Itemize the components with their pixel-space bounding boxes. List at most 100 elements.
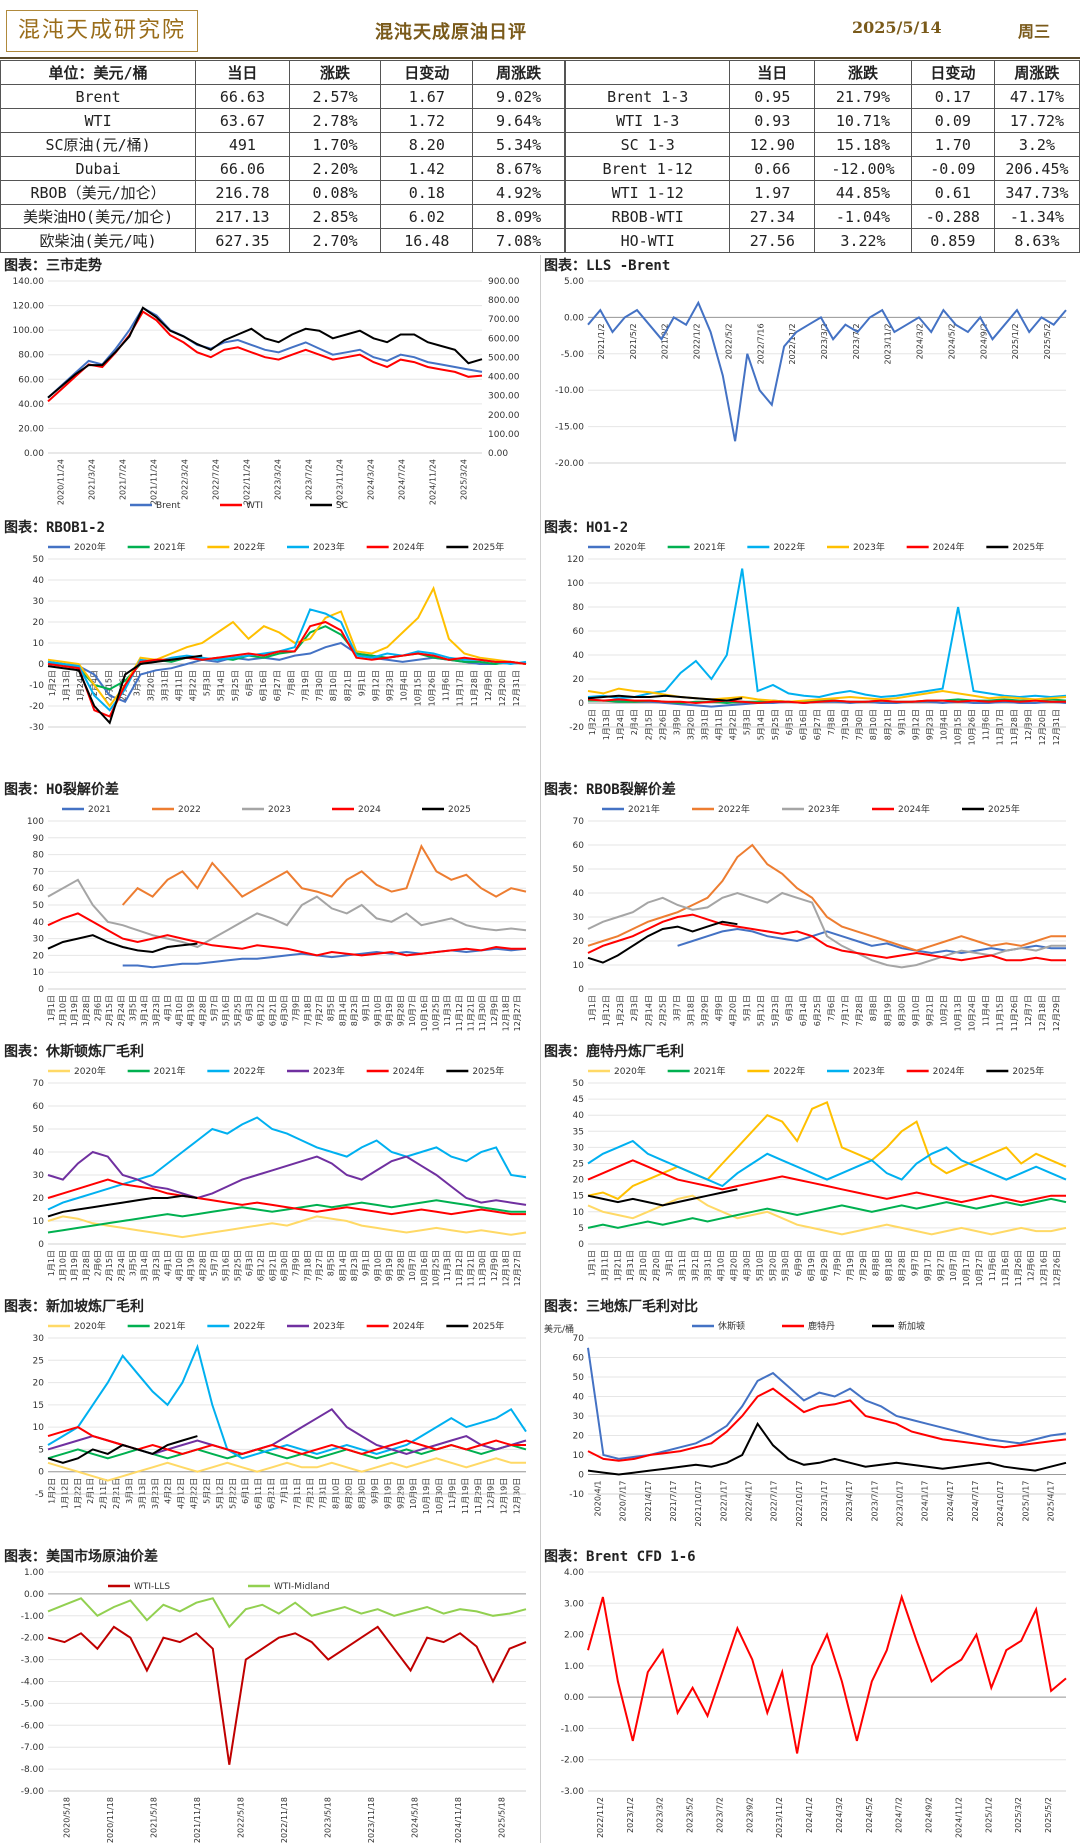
legend-label: 2021年 [154, 1065, 186, 1077]
chart-title: 图表：RBOB1-2 [4, 520, 106, 536]
y-tick-label: 4.00 [564, 1568, 584, 1578]
y-tick-label: -5.00 [561, 350, 585, 360]
chart-title: 图表：新加坡炼厂毛利 [4, 1299, 144, 1315]
table-cell: 1.70% [288, 132, 382, 157]
x-tick-label: 11月12日 [455, 995, 464, 1031]
x-tick-label: 9月10日 [373, 1250, 382, 1281]
x-tick-label: 2025/3/2 [1014, 1797, 1023, 1833]
x-tick-label: 2025/1/2 [984, 1797, 993, 1833]
x-tick-label: 2020/5/18 [63, 1797, 72, 1838]
y-tick-label: 30 [33, 597, 45, 607]
x-tick-label: 2024/5/2 [865, 1797, 874, 1833]
table-cell: 17.72% [993, 108, 1080, 133]
x-tick-label: 3月9日 [132, 670, 141, 696]
x-tick-label: 7月18日 [303, 995, 312, 1026]
chart-svg: 50 40 30 20 10 0 -10 -20 -30 1月2日 1月13日 1月24日 2月4日 2月… [29, 541, 527, 733]
x-tick-label: 2021/7/24 [119, 459, 128, 500]
y-tick-label: -9.00 [21, 1787, 45, 1797]
series-line-4 [587, 1159, 1066, 1204]
table-cell: -0.09 [910, 156, 995, 181]
table-cell: 0.18 [380, 180, 474, 205]
x-tick-label: 2024/11/2 [954, 1797, 963, 1838]
x-tick-label: 11月3日 [443, 995, 452, 1026]
y-tick-label: 70 [573, 1334, 585, 1344]
x-tick-label: 12月16日 [1040, 1250, 1049, 1286]
company-logo: 混沌天成研究院 [6, 10, 198, 52]
x-tick-label: 2023/5/18 [323, 1797, 332, 1838]
table-row: WTI 1-12 1.97 44.85% 0.61 347.73% [564, 180, 1080, 205]
x-tick-label: 10月2日 [940, 995, 949, 1026]
x-tick-label: 2020/4/1 [594, 1481, 603, 1517]
table-row: Brent 1-12 0.66 -12.00% -0.09 206.45% [564, 156, 1080, 181]
table-cell: 216.78 [195, 180, 290, 205]
x-tick-label: 1月1日 [588, 995, 597, 1021]
y-tick-label: 50 [33, 901, 45, 911]
x-tick-label: 2月24日 [117, 1250, 126, 1281]
x-tick-label: 9月1日 [362, 1250, 371, 1276]
x-tick-label: 8月23日 [350, 1250, 359, 1281]
x-tick-label: 2月25日 [658, 995, 667, 1026]
series-line-2 [587, 568, 1067, 700]
x-tick-label: 9月1日 [897, 709, 906, 735]
chart-title: 图表：三市走势 [4, 258, 102, 274]
x-tick-label: 7月27日 [315, 995, 324, 1026]
x-tick-label: 11月21日 [467, 995, 476, 1031]
chart-panel-c7: 图表：休斯顿炼厂毛利 70 60 50 40 30 20 10 0 1月1日 1月10日 1月19日 1… [0, 1041, 540, 1296]
x-tick-label: 3月31日 [161, 670, 170, 701]
y-tick-label: 50 [573, 1373, 585, 1383]
table-cell: 0.93 [729, 108, 816, 133]
legend-label: 2022 [178, 805, 201, 815]
x-tick-label: 1月23日 [616, 995, 625, 1026]
x-tick-label: 4月1日 [163, 1250, 172, 1276]
y-tick-label: -5.00 [21, 1699, 45, 1709]
x-tick-label: 3月9日 [672, 709, 681, 735]
y-tick-label: 10 [573, 1208, 585, 1218]
x-tick-label: 11月17日 [456, 670, 465, 706]
x-tick-label: 2024/5/2 [947, 323, 956, 359]
table-cell: 3.22% [814, 228, 912, 253]
x-tick-label: 4月19日 [187, 1250, 196, 1281]
y-tick-label: -3.00 [561, 1787, 585, 1797]
x-tick-label: 7月21日 [306, 1478, 315, 1509]
series-line-3 [587, 913, 1066, 962]
legend-label: 2025年 [472, 1065, 504, 1077]
x-tick-label: 6月12日 [257, 1250, 266, 1281]
x-tick-label: 2月24日 [117, 995, 126, 1026]
x-tick-label: 6月5日 [245, 670, 254, 696]
x-tick-label: 1月1日 [47, 995, 56, 1021]
y-tick-label: 90 [33, 834, 45, 844]
x-tick-label: 2024/4/17 [946, 1481, 955, 1522]
series-line-0 [47, 1457, 526, 1482]
series-line-0 [47, 1625, 527, 1765]
x-tick-label: 3月23日 [152, 1250, 161, 1281]
table-cell: -0.288 [910, 204, 995, 229]
legend-label: 2025年 [988, 803, 1020, 815]
x-tick-label: 2月15日 [104, 670, 113, 701]
x-tick-label: 1月28日 [82, 1250, 91, 1281]
x-tick-label: 2021/4/17 [644, 1481, 653, 1522]
x-tick-label: 4月10日 [175, 1250, 184, 1281]
report-header: 混沌天成研究院 混沌天成原油日评 2025/5/14 周三 [0, 0, 1080, 58]
x-tick-label: 10月7日 [408, 995, 417, 1026]
table-cell: 27.56 [729, 228, 816, 253]
x-tick-label: 7月29日 [859, 1250, 868, 1281]
x-tick-label: 2021/11/24 [150, 459, 159, 505]
report-title: 混沌天成原油日评 [375, 22, 527, 43]
x-tick-label: 2022/11/2 [788, 323, 797, 364]
y-tick-label: -8.00 [21, 1765, 45, 1775]
x-tick-label: 2月3日 [630, 995, 639, 1021]
table-header-cell: 单位：美元/桶 [0, 60, 197, 85]
x-tick-label: 9月19日 [385, 1250, 394, 1281]
x-tick-label: 7月19日 [301, 670, 310, 701]
x-tick-label: 12月20日 [498, 670, 507, 706]
table-cell: 1.67 [380, 84, 474, 109]
y-tick-label: 20.00 [18, 424, 44, 434]
x-tick-label: 5月3日 [203, 670, 212, 696]
series-line-2 [47, 1343, 527, 1460]
x-tick-label: 9月1日 [357, 670, 366, 696]
legend-label: 2025年 [1012, 541, 1044, 553]
legend-label: 2023 [268, 805, 291, 815]
series-line-3 [587, 1139, 1067, 1188]
y2-tick-label: 800.00 [488, 296, 520, 306]
x-tick-label: 11月21日 [467, 1250, 476, 1286]
